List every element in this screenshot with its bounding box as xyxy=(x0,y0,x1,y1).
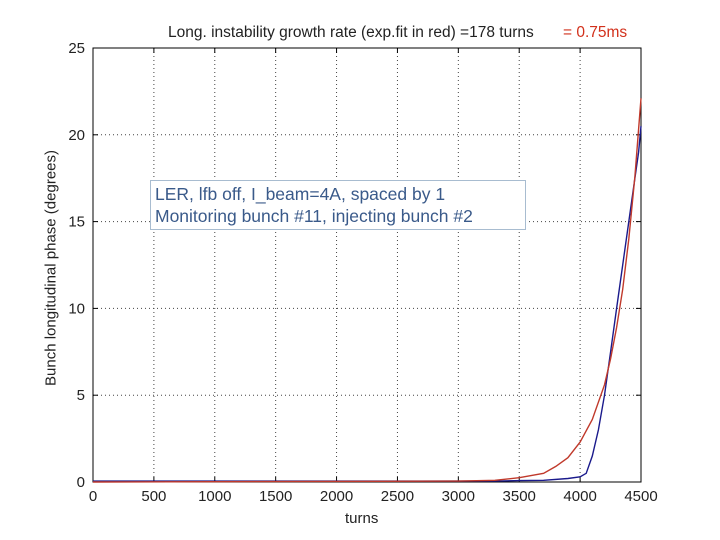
y-tick-label: 10 xyxy=(68,300,85,317)
x-tick-label: 1500 xyxy=(259,488,292,505)
chart-title: Long. instability growth rate (exp.fit i… xyxy=(168,24,534,41)
axes-box xyxy=(92,47,642,483)
y-axis-label: Bunch longitudinal phase (degrees) xyxy=(42,150,60,386)
y-tick-label: 20 xyxy=(68,127,85,144)
chart-title-fit-value: = 0.75ms xyxy=(563,24,628,41)
series-line-exp-fit xyxy=(92,98,642,483)
x-tick-label: 500 xyxy=(141,488,166,505)
y-tick-label: 15 xyxy=(68,214,85,231)
chart-annotation-box: LER, lfb off, I_beam=4A, spaced by 1 Mon… xyxy=(150,180,526,230)
x-axis-label: turns xyxy=(345,510,379,527)
x-tick-label: 4000 xyxy=(563,488,596,505)
x-tick-label: 4500 xyxy=(624,488,657,505)
annotation-line-1: LER, lfb off, I_beam=4A, spaced by 1 xyxy=(155,184,446,204)
x-tick-label: 1000 xyxy=(198,488,231,505)
y-tick-label: 5 xyxy=(77,387,85,404)
x-tick-label: 2000 xyxy=(320,488,353,505)
series-layer xyxy=(92,98,642,483)
ticks: 0 500 1000 1500 2000 2500 3000 3500 4000 4500 0 5 10… xyxy=(68,40,657,505)
series-line-measured xyxy=(93,126,642,482)
grid xyxy=(93,48,641,482)
y-tick-label: 25 xyxy=(68,40,85,57)
annotation-line-2: Monitoring bunch #11, injecting bunch #2 xyxy=(155,206,473,226)
x-tick-label: 3500 xyxy=(503,488,536,505)
y-tick-label: 0 xyxy=(77,474,85,491)
x-tick-label: 0 xyxy=(89,488,97,505)
x-tick-label: 2500 xyxy=(381,488,414,505)
x-tick-label: 3000 xyxy=(442,488,475,505)
